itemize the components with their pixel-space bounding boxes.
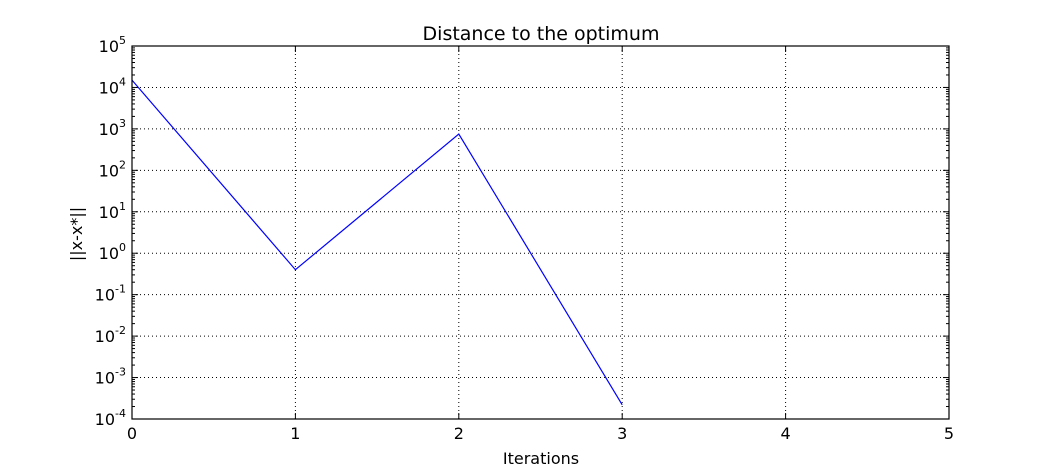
y-tick-label: 10-1 (95, 283, 126, 305)
plot-frame (131, 45, 950, 420)
y-tick-base: 10 (95, 369, 115, 388)
y-tick-base: 10 (99, 244, 119, 263)
y-tick-exponent: -2 (115, 324, 126, 337)
y-tick-base: 10 (99, 120, 119, 139)
y-tick-exponent: 4 (119, 75, 126, 88)
y-tick-label: 102 (99, 158, 126, 180)
y-tick-exponent: -4 (115, 407, 126, 420)
y-tick-exponent: 1 (119, 200, 126, 213)
y-tick-exponent: -1 (115, 283, 126, 296)
y-tick-label: 10-3 (95, 366, 126, 388)
y-tick-label: 104 (99, 75, 126, 97)
y-tick-base: 10 (99, 78, 119, 97)
y-tick-exponent: 3 (119, 117, 126, 130)
y-tick-label: 103 (99, 117, 126, 139)
x-tick-label: 1 (290, 424, 300, 443)
chart-title: Distance to the optimum (423, 23, 660, 45)
y-tick-label: 10-2 (95, 324, 126, 346)
y-tick-exponent: 2 (119, 158, 126, 171)
y-tick-base: 10 (95, 286, 115, 305)
x-tick-label: 5 (944, 424, 954, 443)
x-tick-label: 2 (454, 424, 464, 443)
y-tick-base: 10 (95, 327, 115, 346)
y-tick-label: 10-4 (95, 407, 126, 429)
y-tick-base: 10 (95, 410, 115, 429)
y-tick-label: 101 (99, 200, 126, 222)
y-tick-exponent: -3 (115, 366, 126, 379)
grid-layer (132, 46, 949, 419)
y-axis-label: ||x-x*|| (67, 207, 86, 261)
x-axis-label: Iterations (503, 449, 579, 466)
y-tick-exponent: 0 (119, 241, 126, 254)
series-line (131, 79, 623, 406)
x-tick-label: 3 (617, 424, 627, 443)
x-tick-label: 0 (127, 424, 137, 443)
y-tick-base: 10 (99, 203, 119, 222)
y-tick-exponent: 5 (119, 34, 126, 47)
y-tick-base: 10 (99, 161, 119, 180)
x-tick-label: 4 (781, 424, 791, 443)
y-tick-base: 10 (99, 37, 119, 56)
y-tick-label: 100 (99, 241, 126, 263)
y-tick-label: 105 (99, 34, 126, 56)
